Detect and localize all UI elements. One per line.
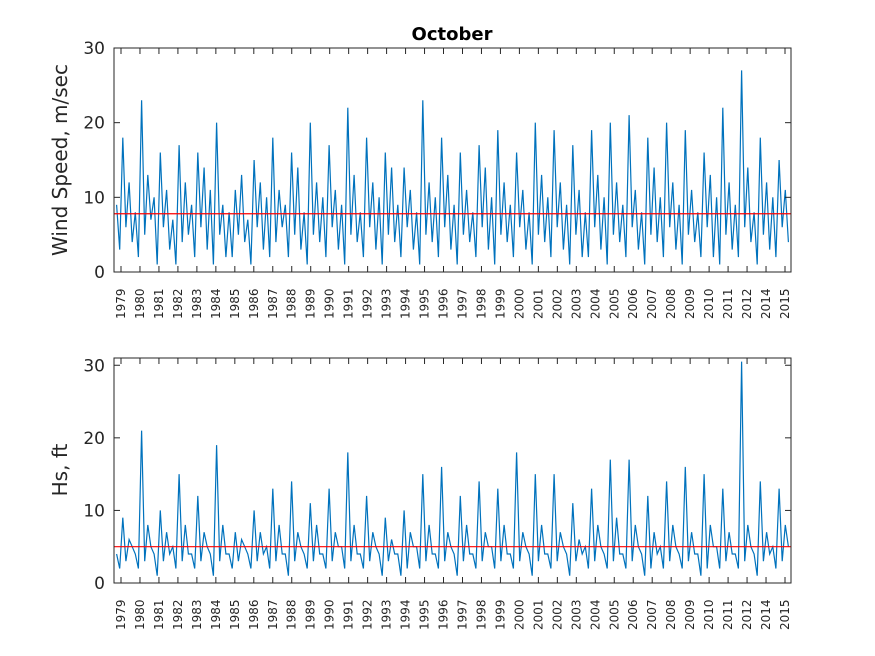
x-tick-label: 1998 [474, 288, 488, 319]
x-tick-label: 2014 [759, 599, 773, 630]
x-tick-label: 2006 [626, 288, 640, 319]
y-tick-label: 10 [83, 501, 105, 521]
y-tick-label: 0 [94, 263, 105, 283]
x-tick-label: 2003 [569, 599, 583, 630]
x-tick-label: 1998 [474, 599, 488, 630]
x-tick-label: 2006 [626, 599, 640, 630]
y-tick-label: 20 [83, 114, 105, 134]
x-tick-label: 2005 [607, 599, 621, 630]
x-tick-label: 1981 [152, 599, 166, 630]
x-tick-label: 2002 [550, 599, 564, 630]
x-tick-label: 2002 [550, 288, 564, 319]
x-tick-label: 2008 [664, 288, 678, 319]
chart-title: October [412, 24, 493, 45]
y-tick-label: 30 [83, 39, 105, 59]
y-tick-label: 0 [94, 574, 105, 594]
x-tick-label: 1994 [399, 288, 413, 319]
x-tick-label: 1989 [304, 288, 318, 319]
x-tick-label: 2005 [607, 288, 621, 319]
x-tick-label: 1987 [266, 599, 280, 630]
x-tick-label: 2004 [588, 599, 602, 630]
x-tick-label: 2004 [588, 288, 602, 319]
x-tick-label: 1988 [285, 288, 299, 319]
y-tick-label: 30 [83, 356, 105, 376]
x-tick-label: 1985 [228, 599, 242, 630]
x-tick-label: 2009 [683, 288, 697, 319]
y-axis-label-wind: Wind Speed, m/sec [48, 64, 72, 256]
x-tick-label: 1981 [152, 288, 166, 319]
x-tick-label: 2010 [702, 599, 716, 630]
x-tick-label: 1979 [114, 288, 128, 319]
x-tick-label: 2001 [531, 599, 545, 630]
x-tick-label: 1995 [418, 599, 432, 630]
x-tick-label: 1991 [342, 599, 356, 630]
x-tick-label: 2015 [778, 599, 792, 630]
x-tick-label: 2012 [740, 599, 754, 630]
x-tick-label: 1989 [304, 599, 318, 630]
y-tick-label: 20 [83, 429, 105, 449]
x-tick-label: 2011 [721, 288, 735, 319]
x-tick-label: 1991 [342, 288, 356, 319]
x-tick-label: 1994 [399, 599, 413, 630]
x-tick-label: 2000 [512, 599, 526, 630]
x-tick-label: 2011 [721, 599, 735, 630]
x-tick-label: 1997 [455, 288, 469, 319]
x-tick-label: 1996 [437, 599, 451, 630]
x-tick-label: 1999 [493, 288, 507, 319]
x-tick-label: 2015 [778, 288, 792, 319]
x-tick-label: 2003 [569, 288, 583, 319]
x-tick-label: 1985 [228, 288, 242, 319]
x-tick-label: 2012 [740, 288, 754, 319]
x-tick-label: 1999 [493, 599, 507, 630]
x-tick-label: 1993 [380, 288, 394, 319]
x-tick-label: 1997 [455, 599, 469, 630]
x-tick-label: 2001 [531, 288, 545, 319]
x-tick-label: 1986 [247, 288, 261, 319]
x-tick-label: 1996 [437, 288, 451, 319]
x-tick-label: 1982 [171, 288, 185, 319]
hs-axes: 0 10 20 30 1979 1980 1981 1982 1983 1984 1985 1986 1… [83, 356, 792, 630]
x-tick-label: 2007 [645, 288, 659, 319]
x-tick-label: 1983 [190, 288, 204, 319]
x-tick-label: 1995 [418, 288, 432, 319]
x-tick-label: 2014 [759, 288, 773, 319]
x-tick-label: 2000 [512, 288, 526, 319]
data-series-line [116, 70, 789, 265]
x-tick-label: 2007 [645, 599, 659, 630]
x-tick-label: 1990 [323, 599, 337, 630]
x-tick-label: 1982 [171, 599, 185, 630]
x-tick-label: 1986 [247, 599, 261, 630]
wind-speed-axes: 0 10 20 30 1979 1980 1981 1982 1983 1984 1985 1986 1… [83, 39, 792, 319]
data-series-line [116, 361, 789, 576]
x-tick-label: 1979 [114, 599, 128, 630]
x-tick-label: 2010 [702, 288, 716, 319]
x-tick-label: 1993 [380, 599, 394, 630]
x-tick-label: 1984 [209, 599, 223, 630]
x-tick-label: 1992 [361, 288, 375, 319]
x-tick-label: 1988 [285, 599, 299, 630]
x-tick-label: 1983 [190, 599, 204, 630]
x-tick-label: 1980 [133, 599, 147, 630]
y-tick-label: 10 [83, 188, 105, 208]
x-tick-label: 2009 [683, 599, 697, 630]
y-axis-label-hs: Hs, ft [48, 443, 72, 496]
x-tick-label: 2008 [664, 599, 678, 630]
axes-box [113, 357, 792, 584]
x-tick-label: 1987 [266, 288, 280, 319]
x-tick-label: 1984 [209, 288, 223, 319]
x-tick-label: 1980 [133, 288, 147, 319]
axes-box [113, 47, 792, 273]
x-tick-label: 1990 [323, 288, 337, 319]
x-tick-label: 1992 [361, 599, 375, 630]
